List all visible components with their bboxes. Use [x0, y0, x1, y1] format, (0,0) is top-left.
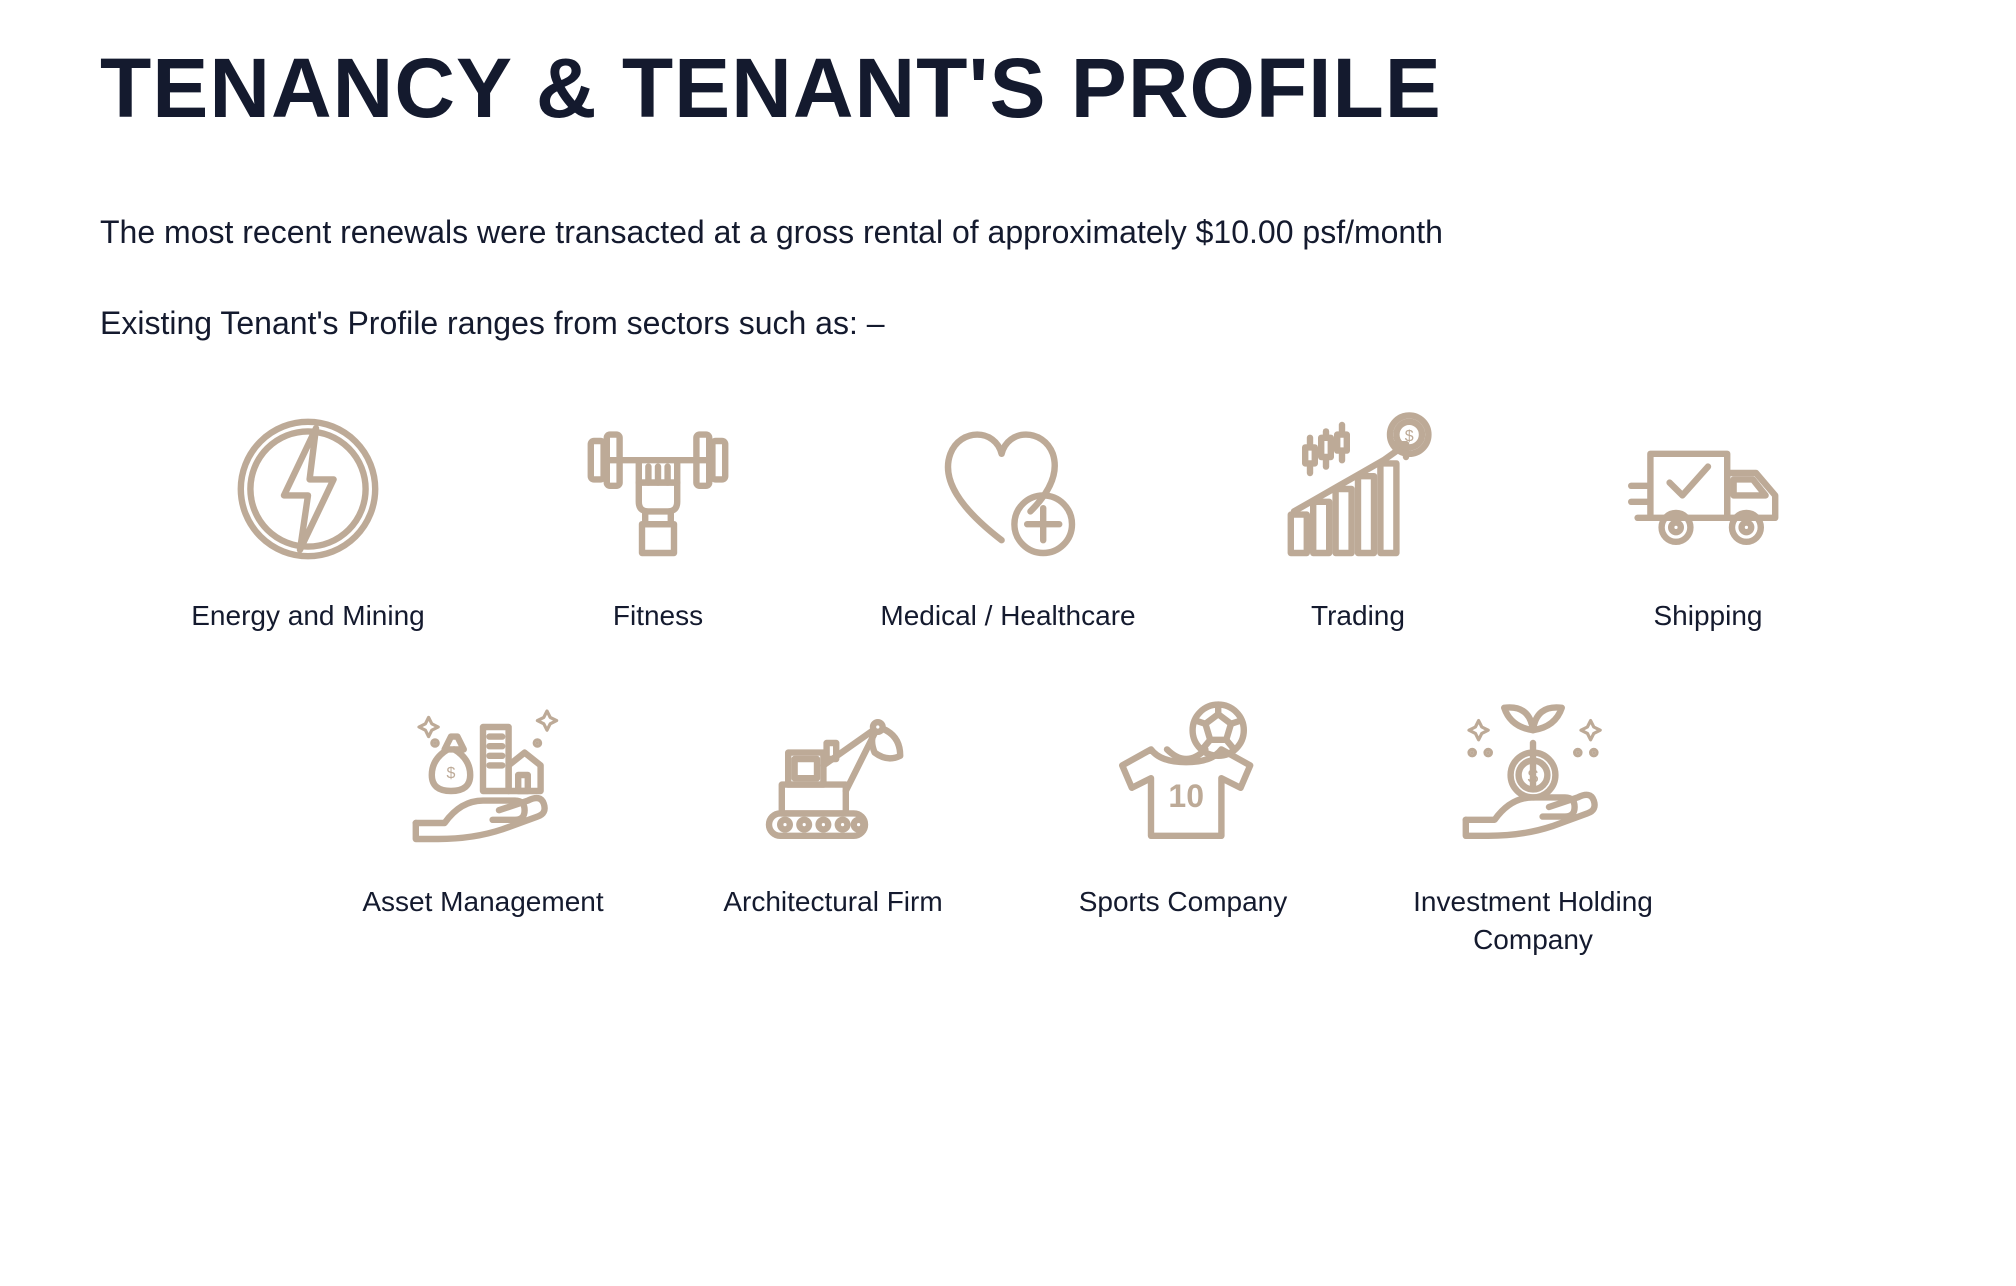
- sector-label: Asset Management: [362, 883, 603, 921]
- sector-architectural: Architectural Firm: [693, 695, 973, 959]
- architectural-icon: [753, 695, 913, 855]
- sectors-grid: Energy and Mining: [100, 409, 1916, 958]
- shipping-icon: [1628, 409, 1788, 569]
- trading-icon: $: [1278, 409, 1438, 569]
- sports-icon: 10: [1103, 695, 1263, 855]
- sectors-row-2: $ Asset Management: [100, 695, 1916, 959]
- sector-label: Fitness: [613, 597, 703, 635]
- page-title: TENANCY & TENANT'S PROFILE: [100, 40, 1916, 137]
- sector-medical: Medical / Healthcare: [868, 409, 1148, 635]
- sector-sports: 10 Sports Company: [1043, 695, 1323, 959]
- sector-fitness: Fitness: [518, 409, 798, 635]
- svg-text:$: $: [1405, 428, 1414, 445]
- sectors-row-1: Energy and Mining: [100, 409, 1916, 635]
- svg-text:$: $: [447, 765, 456, 782]
- intro-paragraph-1: The most recent renewals were transacted…: [100, 207, 1916, 258]
- sector-label: Investment Holding Company: [1393, 883, 1673, 959]
- medical-icon: [928, 409, 1088, 569]
- sector-label: Medical / Healthcare: [880, 597, 1135, 635]
- energy-icon: [228, 409, 388, 569]
- sector-label: Architectural Firm: [723, 883, 942, 921]
- svg-text:$: $: [1528, 767, 1539, 788]
- fitness-icon: [578, 409, 738, 569]
- intro-paragraph-2: Existing Tenant's Profile ranges from se…: [100, 298, 1916, 349]
- sector-label: Energy and Mining: [191, 597, 424, 635]
- sector-trading: $ Trading: [1218, 409, 1498, 635]
- sector-investment: $ Investment Holding Company: [1393, 695, 1673, 959]
- sector-label: Trading: [1311, 597, 1405, 635]
- sector-label: Shipping: [1654, 597, 1763, 635]
- sector-asset: $ Asset Management: [343, 695, 623, 959]
- asset-icon: $: [403, 695, 563, 855]
- svg-text:10: 10: [1168, 778, 1204, 814]
- sector-shipping: Shipping: [1568, 409, 1848, 635]
- sector-label: Sports Company: [1079, 883, 1288, 921]
- investment-icon: $: [1453, 695, 1613, 855]
- sector-energy: Energy and Mining: [168, 409, 448, 635]
